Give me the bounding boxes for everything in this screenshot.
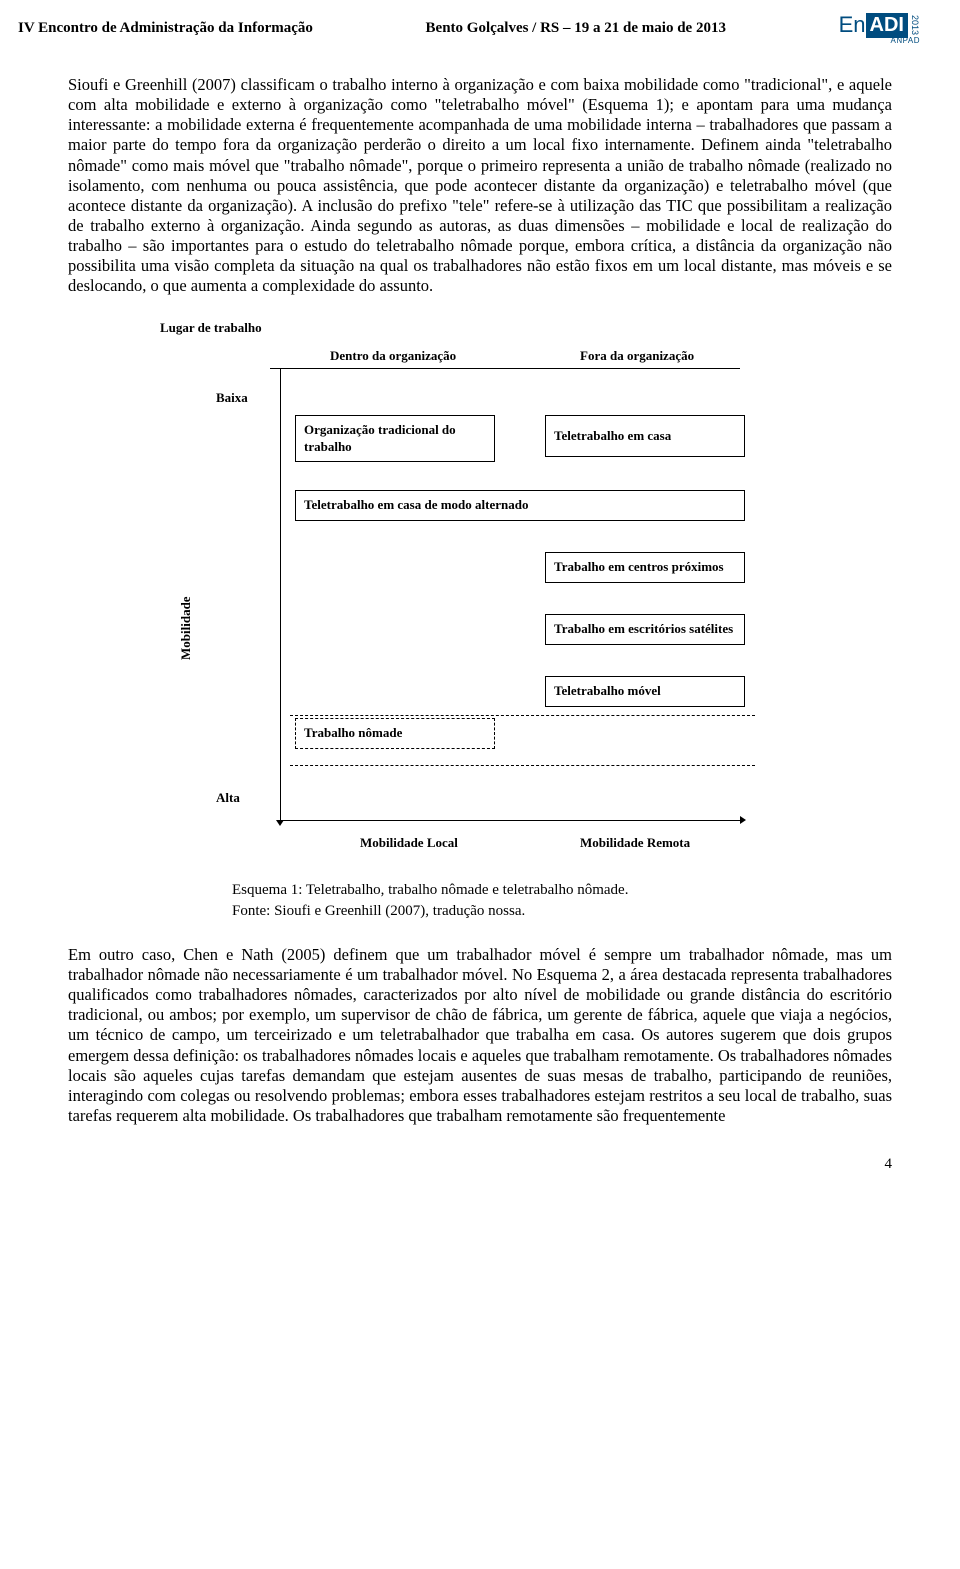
logo-adi-text: ADI bbox=[866, 13, 908, 38]
box-org-trad-text: Organização tradicional do trabalho bbox=[304, 422, 456, 453]
dashed-line-top bbox=[290, 715, 755, 716]
content-area: Sioufi e Greenhill (2007) classificam o … bbox=[0, 53, 960, 1126]
diagram-x-axis bbox=[280, 820, 740, 821]
paragraph-2: Em outro caso, Chen e Nath (2005) define… bbox=[68, 945, 892, 1126]
box-tele-casa-text: Teletrabalho em casa bbox=[554, 428, 671, 444]
diagram-y-label: Mobilidade bbox=[178, 597, 194, 661]
header-center: Bento Golçalves / RS – 19 a 21 de maio d… bbox=[313, 20, 839, 37]
page-number: 4 bbox=[0, 1126, 960, 1193]
box-tele-alt-text: Teletrabalho em casa de modo alternado bbox=[304, 497, 528, 512]
box-org-trad: Organização tradicional do trabalho bbox=[295, 415, 495, 462]
logo-year-text: 2013 bbox=[910, 15, 920, 35]
caption-line-2: Fonte: Sioufi e Greenhill (2007), traduç… bbox=[232, 901, 800, 921]
diagram-y-axis bbox=[280, 368, 281, 820]
box-trab-nomade: Trabalho nômade bbox=[295, 718, 495, 748]
diagram-scheme-1: Lugar de trabalho Dentro da organização … bbox=[160, 320, 800, 921]
box-satelites-text: Trabalho em escritórios satélites bbox=[554, 621, 733, 636]
header-left: IV Encontro de Administração da Informaç… bbox=[18, 20, 313, 37]
diagram-top-axis bbox=[270, 368, 740, 369]
diagram-row-baixa: Baixa bbox=[216, 390, 248, 406]
diagram-col-right: Fora da organização bbox=[580, 348, 694, 364]
diagram-title: Lugar de trabalho bbox=[160, 320, 262, 336]
page-header: IV Encontro de Administração da Informaç… bbox=[0, 0, 960, 53]
box-centros-text: Trabalho em centros próximos bbox=[554, 559, 724, 574]
logo-sub-text: ANPAD bbox=[891, 36, 920, 45]
diagram-x-right: Mobilidade Remota bbox=[580, 835, 690, 851]
box-centros: Trabalho em centros próximos bbox=[545, 552, 745, 582]
diagram-caption: Esquema 1: Teletrabalho, trabalho nômade… bbox=[232, 880, 800, 921]
dashed-line-bottom bbox=[290, 765, 755, 766]
diagram-x-left: Mobilidade Local bbox=[360, 835, 458, 851]
diagram-col-left: Dentro da organização bbox=[330, 348, 456, 364]
paragraph-1: Sioufi e Greenhill (2007) classificam o … bbox=[68, 75, 892, 296]
box-satelites: Trabalho em escritórios satélites bbox=[545, 614, 745, 644]
box-tele-movel: Teletrabalho móvel bbox=[545, 676, 745, 706]
logo-en-text: En bbox=[839, 12, 866, 38]
box-tele-movel-text: Teletrabalho móvel bbox=[554, 683, 661, 698]
box-trab-nomade-text: Trabalho nômade bbox=[304, 725, 402, 740]
box-tele-alt: Teletrabalho em casa de modo alternado bbox=[295, 490, 745, 520]
caption-line-1: Esquema 1: Teletrabalho, trabalho nômade… bbox=[232, 880, 800, 900]
header-logo: En ADI 2013 ANPAD bbox=[839, 12, 920, 45]
diagram-row-alta: Alta bbox=[216, 790, 240, 806]
box-tele-casa: Teletrabalho em casa bbox=[545, 415, 745, 457]
